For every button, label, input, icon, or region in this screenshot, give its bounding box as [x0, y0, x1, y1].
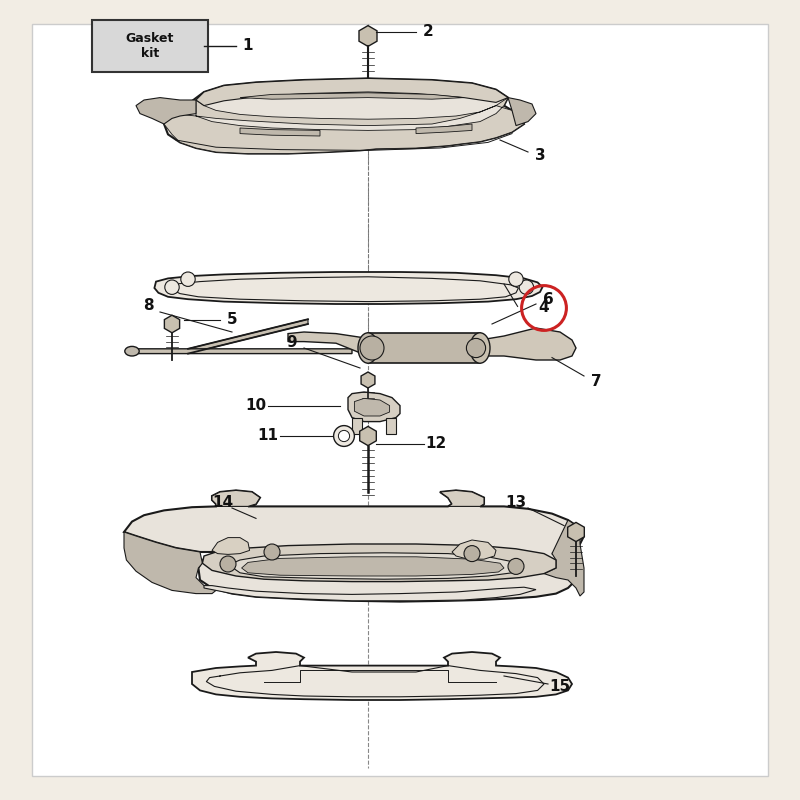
Text: 7: 7 — [590, 374, 602, 389]
Text: 1: 1 — [242, 38, 254, 54]
Text: 14: 14 — [212, 495, 233, 510]
Polygon shape — [128, 349, 352, 354]
Ellipse shape — [358, 333, 378, 363]
Polygon shape — [136, 98, 196, 124]
Polygon shape — [360, 426, 376, 446]
Circle shape — [464, 546, 480, 562]
Polygon shape — [196, 78, 508, 106]
Polygon shape — [164, 98, 524, 154]
Circle shape — [466, 338, 486, 358]
Ellipse shape — [470, 333, 490, 363]
Text: 15: 15 — [550, 679, 570, 694]
Polygon shape — [386, 418, 396, 434]
Polygon shape — [359, 26, 377, 46]
Text: 3: 3 — [534, 148, 546, 162]
Polygon shape — [164, 315, 180, 333]
Polygon shape — [480, 328, 576, 360]
Text: 6: 6 — [542, 293, 554, 307]
Text: 8: 8 — [142, 298, 154, 313]
Circle shape — [181, 272, 195, 286]
Polygon shape — [352, 418, 362, 434]
Circle shape — [165, 280, 179, 294]
Polygon shape — [204, 586, 536, 601]
Polygon shape — [544, 520, 584, 596]
Polygon shape — [368, 333, 480, 363]
Polygon shape — [240, 128, 320, 136]
Text: 9: 9 — [286, 335, 298, 350]
Ellipse shape — [125, 346, 139, 356]
Polygon shape — [124, 490, 584, 602]
Polygon shape — [212, 490, 260, 506]
Text: 4: 4 — [538, 301, 550, 315]
Polygon shape — [212, 538, 250, 554]
Polygon shape — [416, 124, 472, 134]
Circle shape — [360, 336, 384, 360]
Circle shape — [220, 556, 236, 572]
Circle shape — [509, 272, 523, 286]
Polygon shape — [361, 372, 375, 388]
Polygon shape — [240, 93, 464, 99]
Text: Gasket
kit: Gasket kit — [126, 32, 174, 60]
Circle shape — [519, 280, 534, 294]
Polygon shape — [124, 532, 216, 594]
Polygon shape — [188, 319, 308, 354]
Text: 5: 5 — [226, 313, 238, 327]
Polygon shape — [354, 398, 390, 416]
Text: 2: 2 — [422, 25, 434, 39]
Polygon shape — [440, 490, 484, 506]
FancyBboxPatch shape — [32, 24, 768, 776]
Circle shape — [334, 426, 354, 446]
Text: 10: 10 — [246, 398, 266, 413]
FancyBboxPatch shape — [92, 20, 208, 72]
Polygon shape — [452, 540, 496, 559]
Polygon shape — [192, 652, 572, 700]
Text: 12: 12 — [426, 437, 446, 451]
Polygon shape — [202, 544, 556, 582]
Polygon shape — [508, 98, 536, 126]
Polygon shape — [288, 332, 368, 356]
Polygon shape — [154, 272, 542, 304]
Text: 11: 11 — [258, 429, 278, 443]
Circle shape — [508, 558, 524, 574]
Text: 13: 13 — [506, 495, 526, 510]
Polygon shape — [568, 522, 584, 542]
Polygon shape — [242, 557, 504, 576]
Circle shape — [338, 430, 350, 442]
Polygon shape — [164, 78, 524, 154]
Polygon shape — [232, 553, 518, 579]
Circle shape — [264, 544, 280, 560]
Polygon shape — [348, 392, 400, 422]
